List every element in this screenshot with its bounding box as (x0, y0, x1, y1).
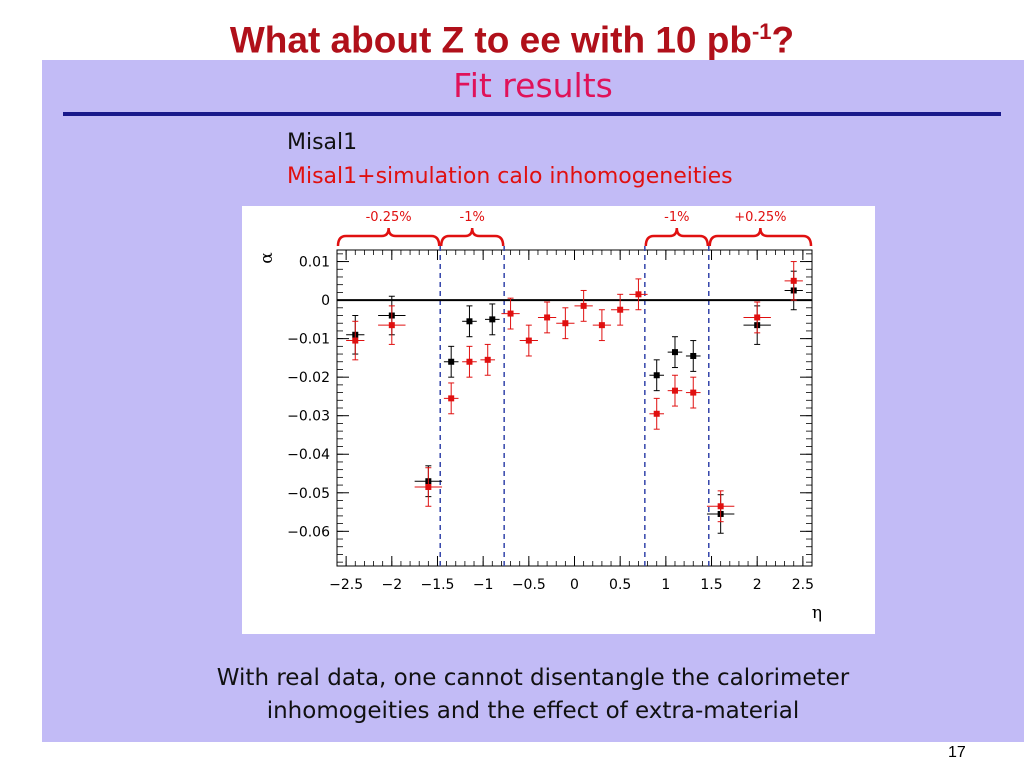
legend-entry-misal1: Misal1 (287, 130, 358, 155)
x-tick-label: 1 (661, 577, 670, 593)
page-number: 17 (948, 744, 966, 761)
data-point-calo-inhomogeneities (448, 395, 455, 402)
y-tick-label: −0.02 (287, 370, 330, 386)
data-point-calo-inhomogeneities (466, 358, 473, 365)
data-point-misal1 (466, 318, 473, 325)
annotation-label: -1% (664, 210, 689, 225)
data-point-calo-inhomogeneities (507, 310, 514, 317)
x-tick-label: −2 (381, 577, 402, 593)
data-point-calo-inhomogeneities (562, 320, 569, 327)
data-point-calo-inhomogeneities (525, 337, 532, 344)
x-tick-label: 1.5 (700, 577, 722, 593)
x-axis-title: η (812, 603, 822, 623)
x-tick-label: −0.5 (512, 577, 546, 593)
y-tick-label: −0.03 (287, 409, 330, 425)
annotation-label: +0.25% (734, 210, 786, 225)
plot-frame (336, 249, 813, 567)
conclusion-line-1: With real data, one cannot disentangle t… (216, 665, 850, 691)
x-tick-label: 0.5 (609, 577, 631, 593)
data-point-calo-inhomogeneities (484, 356, 491, 363)
annotation-brace (336, 227, 441, 247)
data-point-calo-inhomogeneities (690, 389, 697, 396)
slide-title: What about Z to ee with 10 pb-1? (0, 10, 1024, 62)
legend-entry-calo-inhomogeneities: Misal1+simulation calo inhomogeneities (287, 164, 733, 189)
x-tick-label: −1 (473, 577, 494, 593)
conclusion-text: With real data, one cannot disentangle t… (42, 662, 1024, 728)
annotation-brace (708, 227, 813, 247)
y-tick-label: −0.04 (287, 447, 330, 463)
slide-title-main: What about Z to ee with 10 pb (229, 19, 752, 61)
annotation-brace (644, 227, 710, 247)
slide-title-tail: ? (771, 19, 795, 61)
panel-title: Fit results (453, 66, 613, 105)
conclusion-line-2: inhomogeities and the effect of extra-ma… (266, 698, 800, 724)
data-point-calo-inhomogeneities (580, 302, 587, 309)
data-point-misal1 (448, 358, 455, 365)
y-tick-label: 0 (321, 293, 330, 309)
data-point-calo-inhomogeneities (425, 484, 432, 490)
x-tick-label: 0 (570, 577, 579, 593)
content-panel: Fit results Misal1 Misal1+simulation cal… (42, 60, 1024, 742)
slide-title-superscript: -1 (751, 19, 772, 44)
x-tick-label: 2 (753, 577, 762, 593)
y-tick-label: −0.05 (287, 486, 330, 502)
chart-area: −2.5 −2 −1.5 −1 −0.5 0 0.5 1 1.5 2 2.5 0.01 0 −0.01 −0… (242, 206, 875, 634)
annotation-label: -0.25% (366, 210, 412, 225)
x-tick-label: −2.5 (329, 577, 363, 593)
annotation-label: -1% (460, 210, 485, 225)
data-point-calo-inhomogeneities (544, 314, 551, 321)
annotation-brace (439, 227, 505, 247)
y-tick-label: −0.06 (287, 524, 330, 540)
data-point-misal1 (671, 349, 678, 356)
data-point-misal1 (690, 352, 697, 359)
title-divider (63, 112, 1001, 116)
data-point-calo-inhomogeneities (617, 306, 624, 313)
data-point-misal1 (489, 316, 496, 323)
data-point-calo-inhomogeneities (598, 322, 605, 329)
fit-results-chart: −2.5 −2 −1.5 −1 −0.5 0 0.5 1 1.5 2 2.5 0.01 0 −0.01 −0… (257, 210, 822, 623)
data-point-misal1 (653, 372, 660, 379)
y-tick-label: 0.01 (299, 255, 330, 271)
x-tick-label: 2.5 (792, 577, 814, 593)
x-tick-label: −1.5 (420, 577, 454, 593)
data-point-calo-inhomogeneities (635, 291, 642, 298)
data-point-calo-inhomogeneities (671, 387, 678, 394)
data-point-calo-inhomogeneities (790, 277, 797, 284)
y-tick-label: −0.01 (287, 332, 330, 348)
y-axis-title: α (257, 252, 277, 264)
data-point-calo-inhomogeneities (754, 314, 761, 321)
data-point-calo-inhomogeneities (352, 337, 359, 344)
data-point-calo-inhomogeneities (717, 503, 724, 510)
data-point-calo-inhomogeneities (388, 322, 395, 329)
data-point-calo-inhomogeneities (653, 410, 660, 417)
